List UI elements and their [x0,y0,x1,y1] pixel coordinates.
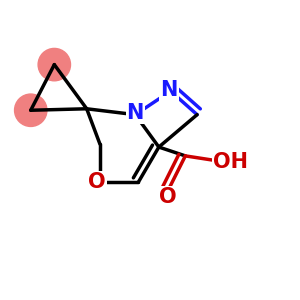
Circle shape [15,94,47,126]
Text: O: O [159,187,176,207]
Text: N: N [160,80,178,100]
Text: OH: OH [214,152,248,172]
Circle shape [38,48,70,81]
Text: N: N [127,103,144,123]
Text: O: O [88,172,106,192]
